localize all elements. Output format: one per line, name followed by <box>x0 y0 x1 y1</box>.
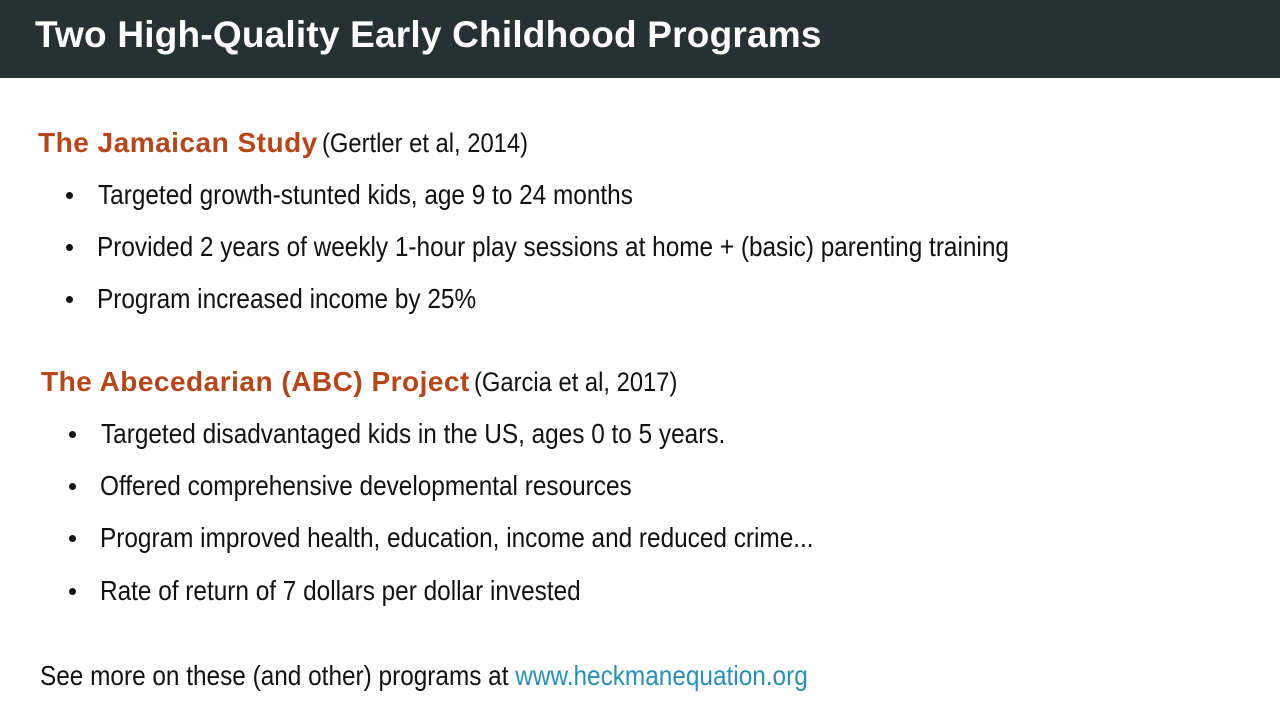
section-heading-jamaican-study: The Jamaican Study (Gertler et al, 2014) <box>38 126 556 160</box>
title-bar: Two High-Quality Early Childhood Program… <box>0 0 1280 78</box>
bullet-icon <box>69 535 76 542</box>
bullet-icon <box>69 483 76 490</box>
section-name: The Jamaican Study <box>38 127 318 158</box>
list-item-text: Program increased income by 25% <box>97 283 477 314</box>
list-item-text: Targeted disadvantaged kids in the US, a… <box>101 418 726 449</box>
bullet-icon <box>66 244 73 251</box>
list-item-text: Offered comprehensive developmental reso… <box>100 470 632 501</box>
bullet-icon <box>66 192 73 199</box>
heckman-equation-link[interactable]: www.heckmanequation.org <box>515 660 808 691</box>
list-item-text: Targeted growth-stunted kids, age 9 to 2… <box>98 179 633 210</box>
bullet-icon <box>69 431 76 438</box>
section-name: The Abecedarian (ABC) Project <box>41 366 470 397</box>
footer-text: See more on these (and other) programs a… <box>40 660 516 691</box>
list-item-text: Program improved health, education, inco… <box>100 522 814 553</box>
footer-note: See more on these (and other) programs a… <box>40 659 808 693</box>
section-heading-abc-project: The Abecedarian (ABC) Project (Garcia et … <box>41 365 705 399</box>
bullet-icon <box>69 588 76 595</box>
section-citation: (Gertler et al, 2014) <box>321 128 528 158</box>
slide-title: Two High-Quality Early Childhood Program… <box>35 14 822 55</box>
bullet-icon <box>66 296 73 303</box>
list-item-text: Rate of return of 7 dollars per dollar i… <box>100 575 581 606</box>
list-item-text: Provided 2 years of weekly 1-hour play s… <box>97 231 1009 262</box>
section-citation: (Garcia et al, 2017) <box>473 367 678 397</box>
